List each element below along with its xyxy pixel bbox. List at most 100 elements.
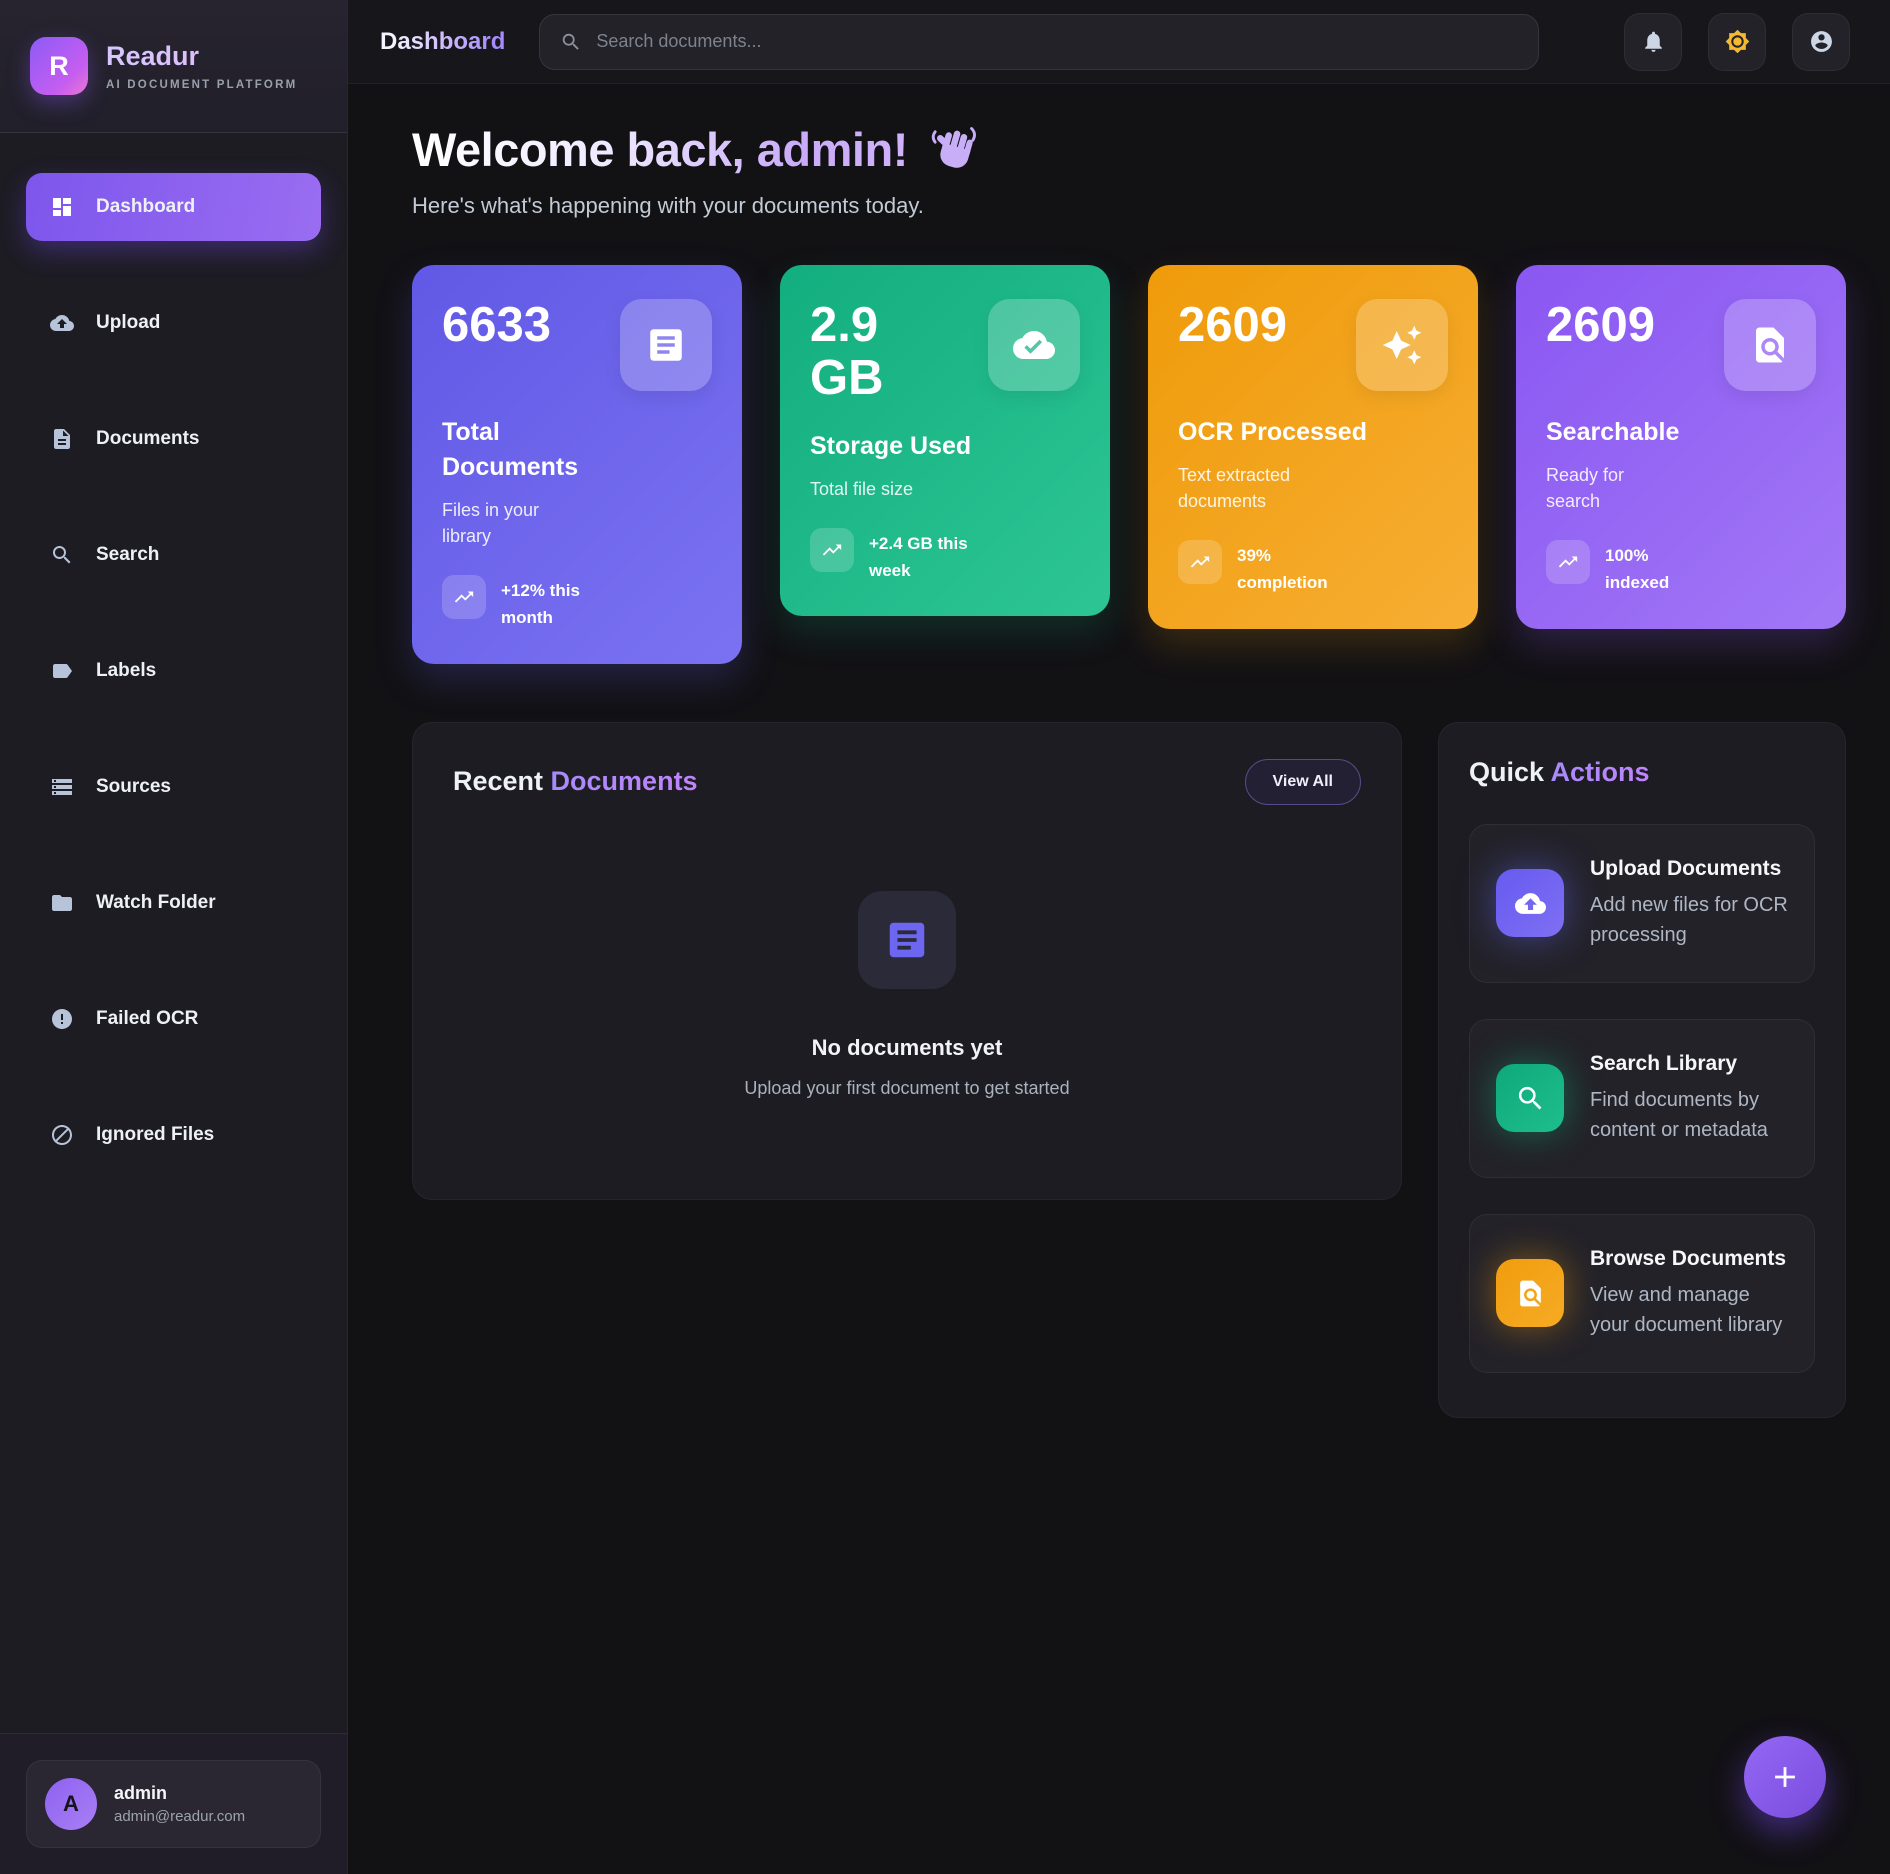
qa-description: Find documents by content or metadata <box>1590 1088 1768 1141</box>
quick-action-upload-documents[interactable]: Upload Documents Add new files for OCR p… <box>1469 823 1815 983</box>
stat-trend: +12% this month <box>442 575 712 631</box>
stat-trend: +2.4 GB this week <box>810 527 1080 584</box>
quick-action-browse-documents[interactable]: Browse Documents View and manage your do… <box>1469 1213 1815 1373</box>
sidebar-nav: Dashboard Upload Documents Search Labels… <box>0 133 347 1217</box>
sidebar-item-documents[interactable]: Documents <box>26 405 321 473</box>
sidebar-item-failed-ocr[interactable]: Failed OCR <box>26 985 321 1053</box>
notifications-button[interactable] <box>1624 12 1682 71</box>
cloud-upload-icon <box>50 311 74 335</box>
recent-title-accent: Documents <box>550 766 698 797</box>
waving-hand-icon <box>928 124 980 176</box>
bottom-grid: Recent Documents View All No documents y… <box>412 721 1846 1418</box>
error-icon <box>50 1007 74 1031</box>
user-card[interactable]: A admin admin@readur.com <box>26 1760 321 1848</box>
document-search-icon <box>1749 324 1791 366</box>
sidebar-item-label: Dashboard <box>96 196 196 217</box>
stat-card-storage-used: 2.9 GB Storage Used Total file size +2.4… <box>780 265 1110 617</box>
empty-state-iconbox <box>858 890 956 989</box>
qa-description: Add new files for OCR processing <box>1590 893 1788 946</box>
sidebar: R Readur AI DOCUMENT PLATFORM Dashboard … <box>0 0 348 1874</box>
sidebar-item-ignored-files[interactable]: Ignored Files <box>26 1101 321 1169</box>
qa-title: Browse Documents <box>1590 1246 1787 1270</box>
sidebar-item-labels[interactable]: Labels <box>26 637 321 705</box>
brand-logo-letter: R <box>49 50 69 81</box>
sun-icon <box>1725 29 1750 54</box>
add-document-fab[interactable] <box>1744 1736 1826 1818</box>
empty-state-subtitle: Upload your first document to get starte… <box>744 1077 1070 1098</box>
stat-trend: 100% indexed <box>1546 540 1816 596</box>
stats-grid: 6633 Total Documents Files in your libra… <box>412 265 1846 664</box>
sidebar-item-dashboard[interactable]: Dashboard <box>26 173 321 241</box>
sidebar-item-label: Labels <box>96 660 157 681</box>
label-tag-icon <box>50 659 74 683</box>
stat-value: 2609 <box>1546 298 1656 352</box>
quick-actions-title-accent: Actions <box>1550 756 1650 787</box>
account-button[interactable] <box>1792 12 1850 71</box>
dashboard-content: Welcome back, admin! <box>348 84 1890 1874</box>
avatar: A <box>45 1778 97 1830</box>
sidebar-item-upload[interactable]: Upload <box>26 289 321 357</box>
quick-actions-title-primary: Quick <box>1469 756 1551 787</box>
brand-logo: R <box>30 37 88 95</box>
stat-card-searchable: 2609 Searchable Ready for search 100% in… <box>1516 265 1846 629</box>
folder-icon <box>50 891 74 915</box>
stat-iconbox <box>1356 299 1448 391</box>
quick-action-search-library[interactable]: Search Library Find documents by content… <box>1469 1018 1815 1178</box>
stat-head: 2609 <box>1178 299 1448 391</box>
cloud-done-icon <box>1013 324 1055 366</box>
stat-trend: 39% completion <box>1178 540 1448 596</box>
person-icon <box>1809 29 1834 54</box>
recent-documents-header: Recent Documents View All <box>453 758 1361 805</box>
recent-documents-panel: Recent Documents View All No documents y… <box>412 721 1402 1200</box>
sidebar-item-label: Watch Folder <box>96 892 216 913</box>
trend-text: +12% this month <box>501 581 580 628</box>
search-icon <box>560 31 582 53</box>
view-all-button[interactable]: View All <box>1244 758 1361 805</box>
brand-tagline: AI DOCUMENT PLATFORM <box>106 79 298 91</box>
user-name: admin <box>114 1783 168 1803</box>
trend-text: 39% completion <box>1237 546 1328 593</box>
document-icon <box>50 427 74 451</box>
avatar-initial: A <box>63 1791 79 1816</box>
sidebar-item-watch-folder[interactable]: Watch Folder <box>26 869 321 937</box>
block-icon <box>50 1123 74 1147</box>
sidebar-item-label: Upload <box>96 312 161 333</box>
quick-actions-title: Quick Actions <box>1469 757 1815 788</box>
document-search-icon <box>1515 1278 1546 1309</box>
empty-state-title: No documents yet <box>811 1034 1003 1060</box>
qa-text: Browse Documents View and manage your do… <box>1590 1247 1788 1340</box>
cloud-upload-icon <box>1514 888 1546 919</box>
article-icon <box>884 917 930 963</box>
search-input[interactable] <box>596 31 1519 52</box>
sidebar-item-search[interactable]: Search <box>26 521 321 589</box>
quick-actions-panel: Quick Actions Upload Documents Add new f… <box>1438 721 1846 1418</box>
sidebar-item-label: Search <box>96 544 160 565</box>
theme-toggle-button[interactable] <box>1708 12 1766 71</box>
trending-up-icon <box>1557 551 1579 573</box>
topbar: Dashboard <box>348 0 1890 84</box>
topbar-actions <box>1624 12 1850 71</box>
qa-iconbox <box>1496 1259 1564 1328</box>
storage-stack-icon <box>50 775 74 799</box>
trend-iconbox <box>1546 540 1590 585</box>
trend-text: +2.4 GB this week <box>869 533 968 581</box>
search-icon <box>50 543 74 567</box>
stat-value: 2609 <box>1178 298 1288 352</box>
user-info: admin admin@readur.com <box>114 1783 245 1825</box>
search-bar <box>539 13 1540 70</box>
stat-label: Storage Used <box>810 431 972 460</box>
qa-description: View and manage your document library <box>1590 1283 1783 1336</box>
qa-iconbox <box>1496 1064 1564 1133</box>
qa-text: Upload Documents Add new files for OCR p… <box>1590 857 1788 950</box>
stat-value: 6633 <box>442 298 552 352</box>
welcome-row: Welcome back, admin! <box>412 122 1846 177</box>
sidebar-item-label: Sources <box>96 776 171 797</box>
sidebar-item-label: Failed OCR <box>96 1008 199 1029</box>
sidebar-item-label: Ignored Files <box>96 1124 215 1145</box>
brand-name: Readur <box>106 41 297 72</box>
stat-description: Total file size <box>810 478 914 499</box>
sidebar-item-sources[interactable]: Sources <box>26 753 321 821</box>
user-email: admin@readur.com <box>114 1808 246 1825</box>
qa-text: Search Library Find documents by content… <box>1590 1052 1788 1145</box>
stat-iconbox <box>1724 299 1816 391</box>
